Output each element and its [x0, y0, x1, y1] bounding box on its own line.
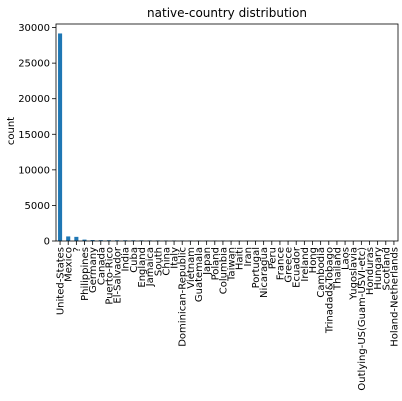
y-tick-label: 25000	[18, 59, 50, 70]
plot-area: 050001000015000200002500030000United-Sta…	[18, 23, 400, 391]
y-tick-label: 15000	[18, 130, 50, 141]
y-axis-label: count	[6, 117, 17, 145]
y-tick-label: 5000	[25, 201, 50, 212]
y-tick-label: 0	[44, 237, 50, 248]
bar	[58, 33, 62, 241]
chart-title: native-country distribution	[147, 6, 307, 20]
y-tick-label: 30000	[18, 23, 50, 34]
bar	[66, 236, 70, 241]
y-tick-label: 10000	[18, 165, 50, 176]
x-tick-label: Holand-Netherlands	[389, 247, 400, 347]
axes-frame	[56, 24, 398, 241]
y-tick-label: 20000	[18, 94, 50, 105]
bar	[74, 237, 78, 241]
